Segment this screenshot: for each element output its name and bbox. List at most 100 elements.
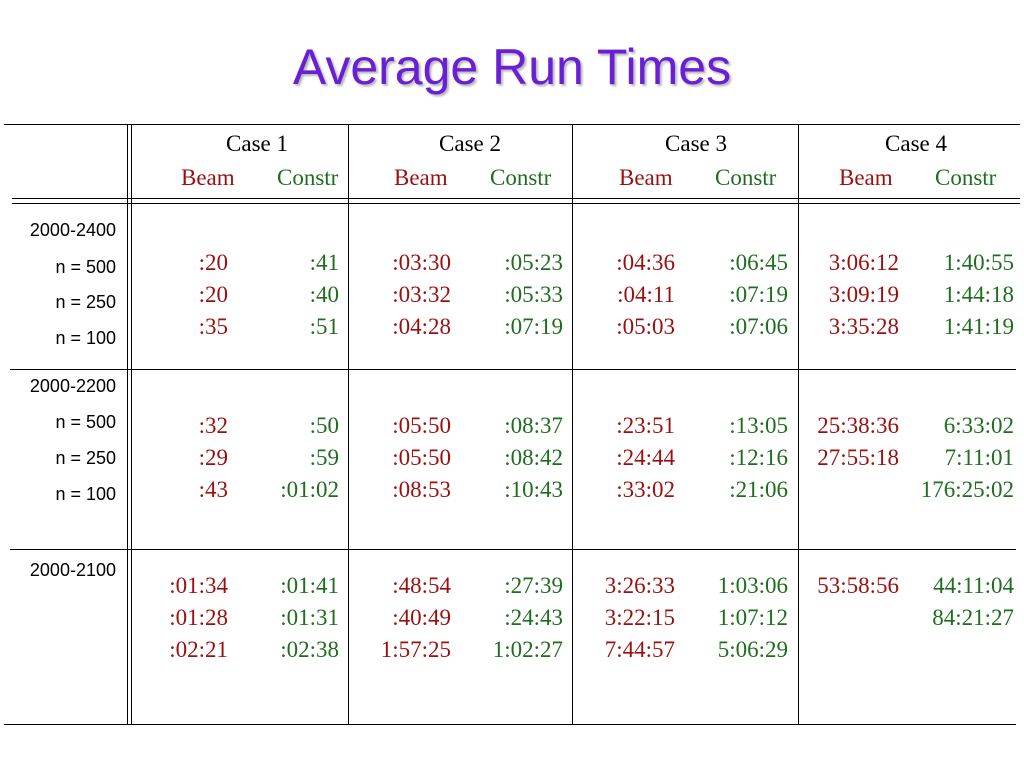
beam-time-cell: :05:50 (392, 445, 451, 470)
n-label: n = 500 (55, 257, 116, 277)
n-label: n = 250 (55, 292, 116, 312)
constr-time-cell: :50 (309, 413, 339, 438)
beam-time-cell: 3:06:12 (828, 250, 899, 275)
case-column-divider (572, 124, 573, 724)
beam-time-cell: 3:35:28 (828, 314, 899, 339)
constr-time-cell: :51 (309, 314, 339, 339)
constr-time-cell: 176:25:02 (920, 477, 1014, 502)
constr-time-cell: 5:06:29 (717, 637, 788, 662)
constr-time-cell: :01:41 (280, 573, 339, 598)
constr-time-cell: :01:02 (280, 477, 339, 502)
case-header-3: Case 3 (665, 131, 727, 156)
n-label: n = 100 (55, 328, 116, 348)
beam-time-cell: :29 (198, 445, 228, 470)
beam-time-cell: :04:36 (616, 250, 675, 275)
group-divider (10, 549, 1016, 550)
label-column-divider (127, 124, 128, 724)
case-column-divider (798, 124, 799, 724)
n-label: n = 500 (55, 412, 116, 432)
constr-time-cell: :07:19 (729, 282, 788, 307)
beam-time-cell: :04:11 (617, 282, 675, 307)
group-divider (10, 369, 1016, 370)
constr-time-cell: 1:44:18 (943, 282, 1014, 307)
beam-time-cell: :02:21 (169, 637, 228, 662)
beam-time-cell: 53:58:56 (817, 573, 899, 598)
constr-time-cell: :08:37 (504, 413, 563, 438)
beam-time-cell: :03:32 (392, 282, 451, 307)
beam-time-cell: :43 (198, 477, 228, 502)
constr-time-cell: :05:23 (504, 250, 563, 275)
beam-time-cell: :01:34 (169, 573, 228, 598)
constr-time-cell: :01:31 (280, 605, 339, 630)
constr-time-cell: :21:06 (729, 477, 788, 502)
beam-subheader: Beam (619, 165, 673, 190)
beam-time-cell: :01:28 (169, 605, 228, 630)
n-label: n = 250 (55, 448, 116, 468)
beam-time-cell: :24:44 (616, 445, 675, 470)
label-column-divider (131, 124, 132, 724)
constr-subheader: Constr (490, 165, 552, 190)
constr-time-cell: 6:33:02 (943, 413, 1014, 438)
header-divider (12, 203, 1020, 204)
constr-time-cell: :13:05 (729, 413, 788, 438)
case-header-1: Case 1 (226, 131, 288, 156)
constr-time-cell: :08:42 (504, 445, 563, 470)
case-header-2: Case 2 (439, 131, 501, 156)
constr-time-cell: :41 (309, 250, 339, 275)
constr-time-cell: :12:16 (729, 445, 788, 470)
beam-subheader: Beam (839, 165, 893, 190)
constr-subheader: Constr (935, 165, 997, 190)
header-divider (12, 198, 1020, 199)
constr-time-cell: 1:03:06 (717, 573, 788, 598)
beam-time-cell: 27:55:18 (817, 445, 899, 470)
beam-time-cell: :48:54 (392, 573, 451, 598)
beam-time-cell: 7:44:57 (604, 637, 675, 662)
beam-time-cell: :04:28 (392, 314, 451, 339)
beam-time-cell: :35 (198, 314, 228, 339)
range-label: 2000-2100 (29, 560, 116, 580)
constr-time-cell: 1:02:27 (492, 637, 563, 662)
beam-time-cell: 3:22:15 (604, 605, 675, 630)
beam-time-cell: :08:53 (392, 477, 451, 502)
page-title: Average Run Times (292, 39, 732, 95)
range-label: 2000-2200 (29, 376, 116, 396)
constr-time-cell: :40 (309, 282, 339, 307)
beam-time-cell: 3:26:33 (604, 573, 675, 598)
beam-time-cell: 1:57:25 (380, 637, 451, 662)
constr-time-cell: 1:41:19 (943, 314, 1014, 339)
constr-time-cell: :07:19 (504, 314, 563, 339)
beam-time-cell: :20 (198, 250, 228, 275)
constr-subheader: Constr (277, 165, 339, 190)
case-column-divider (348, 124, 349, 724)
table-top-border (4, 124, 1020, 125)
table-bottom-border (4, 724, 1016, 725)
constr-time-cell: :05:33 (504, 282, 563, 307)
beam-time-cell: :33:02 (616, 477, 675, 502)
constr-time-cell: :59 (309, 445, 339, 470)
beam-subheader: Beam (181, 165, 235, 190)
constr-time-cell: 1:40:55 (943, 250, 1014, 275)
range-label: 2000-2400 (29, 220, 116, 240)
constr-time-cell: :06:45 (729, 250, 788, 275)
constr-time-cell: 7:11:01 (944, 445, 1014, 470)
beam-time-cell: :20 (198, 282, 228, 307)
constr-time-cell: :02:38 (280, 637, 339, 662)
beam-time-cell: :03:30 (392, 250, 451, 275)
constr-subheader: Constr (715, 165, 777, 190)
constr-time-cell: :27:39 (504, 573, 563, 598)
constr-time-cell: :10:43 (504, 477, 563, 502)
constr-time-cell: :24:43 (504, 605, 563, 630)
beam-time-cell: :40:49 (392, 605, 451, 630)
beam-time-cell: :05:50 (392, 413, 451, 438)
constr-time-cell: 44:11:04 (933, 573, 1014, 598)
case-header-4: Case 4 (885, 131, 947, 156)
constr-time-cell: :07:06 (729, 314, 788, 339)
beam-time-cell: :05:03 (616, 314, 675, 339)
constr-time-cell: 1:07:12 (717, 605, 788, 630)
beam-time-cell: :23:51 (616, 413, 675, 438)
beam-time-cell: 25:38:36 (817, 413, 899, 438)
beam-subheader: Beam (394, 165, 448, 190)
n-label: n = 100 (55, 484, 116, 504)
beam-time-cell: :32 (198, 413, 228, 438)
beam-time-cell: 3:09:19 (828, 282, 899, 307)
